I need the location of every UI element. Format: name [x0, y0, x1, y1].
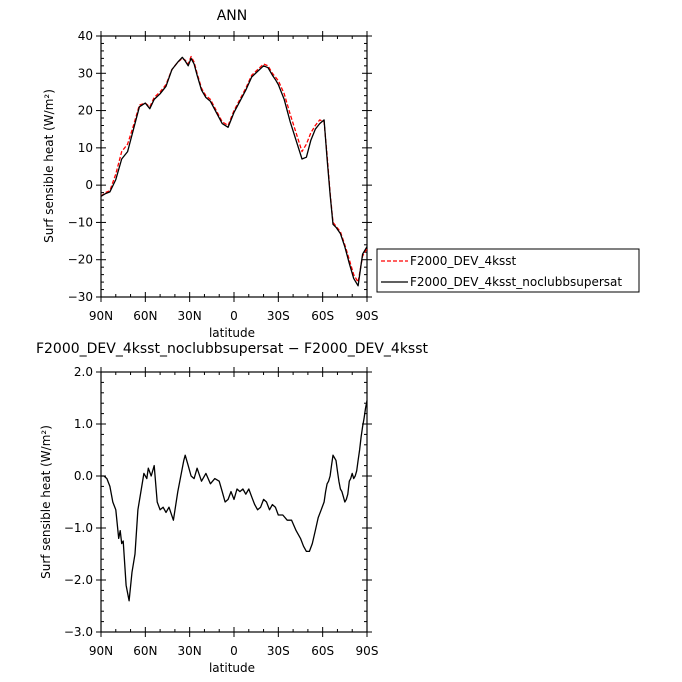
bottom-y-tick-label: 1.0: [74, 417, 93, 431]
top-series-line-2: [100, 56, 368, 287]
bottom-x-tick-label: 90N: [89, 644, 113, 658]
top-y-tick-label: 40: [78, 29, 93, 43]
top-x-tick-label: 90N: [89, 309, 113, 323]
bottom-x-axis: 90N 60N 30N 0 30S 60S 90S: [89, 367, 379, 658]
top-y-axis-label: Surf sensible heat (W/m²): [42, 89, 56, 243]
top-y-tick-label: −10: [68, 215, 93, 229]
top-y-tick-label: 10: [78, 141, 93, 155]
legend-label-1: F2000_DEV_4ksst: [410, 254, 517, 268]
top-x-tick-label: 60N: [133, 309, 157, 323]
top-y-tick-label: −30: [68, 290, 93, 304]
bottom-chart-title: F2000_DEV_4ksst_noclubbsupersat − F2000_…: [36, 341, 429, 357]
bottom-y-tick-label: 2.0: [74, 365, 93, 379]
top-series-group: [100, 55, 368, 287]
legend: F2000_DEV_4ksst F2000_DEV_4ksst_noclubbs…: [376, 248, 640, 293]
bottom-y-tick-label: 0.0: [74, 469, 93, 483]
bottom-y-axis-label: Surf sensible heat (W/m²): [39, 425, 53, 579]
bottom-x-tick-label: 60N: [133, 644, 157, 658]
top-y-tick-label: −20: [68, 253, 93, 267]
top-chart-title: ANN: [217, 8, 248, 24]
bottom-plot-frame: [100, 371, 368, 633]
bottom-y-tick-label: −2.0: [64, 573, 93, 587]
top-x-tick-label: 60S: [311, 309, 334, 323]
top-x-tick-label: 30S: [267, 309, 290, 323]
top-y-tick-label: 0: [85, 178, 93, 192]
top-x-tick-label: 90S: [356, 309, 379, 323]
bottom-series-line-1: [101, 400, 368, 602]
bottom-x-axis-label: latitude: [209, 661, 255, 675]
top-y-axis: 40 30 20 10 0 −10 −20 −30: [68, 29, 372, 304]
bottom-panel: F2000_DEV_4ksst_noclubbsupersat − F2000_…: [36, 341, 429, 675]
top-x-axis-label: latitude: [209, 326, 255, 340]
bottom-y-tick-label: −3.0: [64, 625, 93, 639]
bottom-x-tick-label: 30S: [267, 644, 290, 658]
top-x-axis: 90N 60N 30N 0 30S 60S 90S: [89, 31, 379, 323]
top-y-tick-label: 20: [78, 104, 93, 118]
bottom-x-tick-label: 90S: [356, 644, 379, 658]
top-x-tick-label: 30N: [178, 309, 202, 323]
top-y-tick-label: 30: [78, 66, 93, 80]
bottom-y-tick-label: −1.0: [64, 521, 93, 535]
legend-label-2: F2000_DEV_4ksst_noclubbsupersat: [410, 275, 622, 289]
top-series-line-1: [100, 55, 368, 283]
bottom-series-group: [101, 400, 368, 602]
top-x-tick-label: 0: [230, 309, 238, 323]
bottom-x-tick-label: 0: [230, 644, 238, 658]
bottom-x-tick-label: 30N: [178, 644, 202, 658]
legend-box: [376, 248, 640, 293]
bottom-x-tick-label: 60S: [311, 644, 334, 658]
bottom-y-axis: 2.0 1.0 0.0 −1.0 −2.0 −3.0: [64, 365, 372, 639]
